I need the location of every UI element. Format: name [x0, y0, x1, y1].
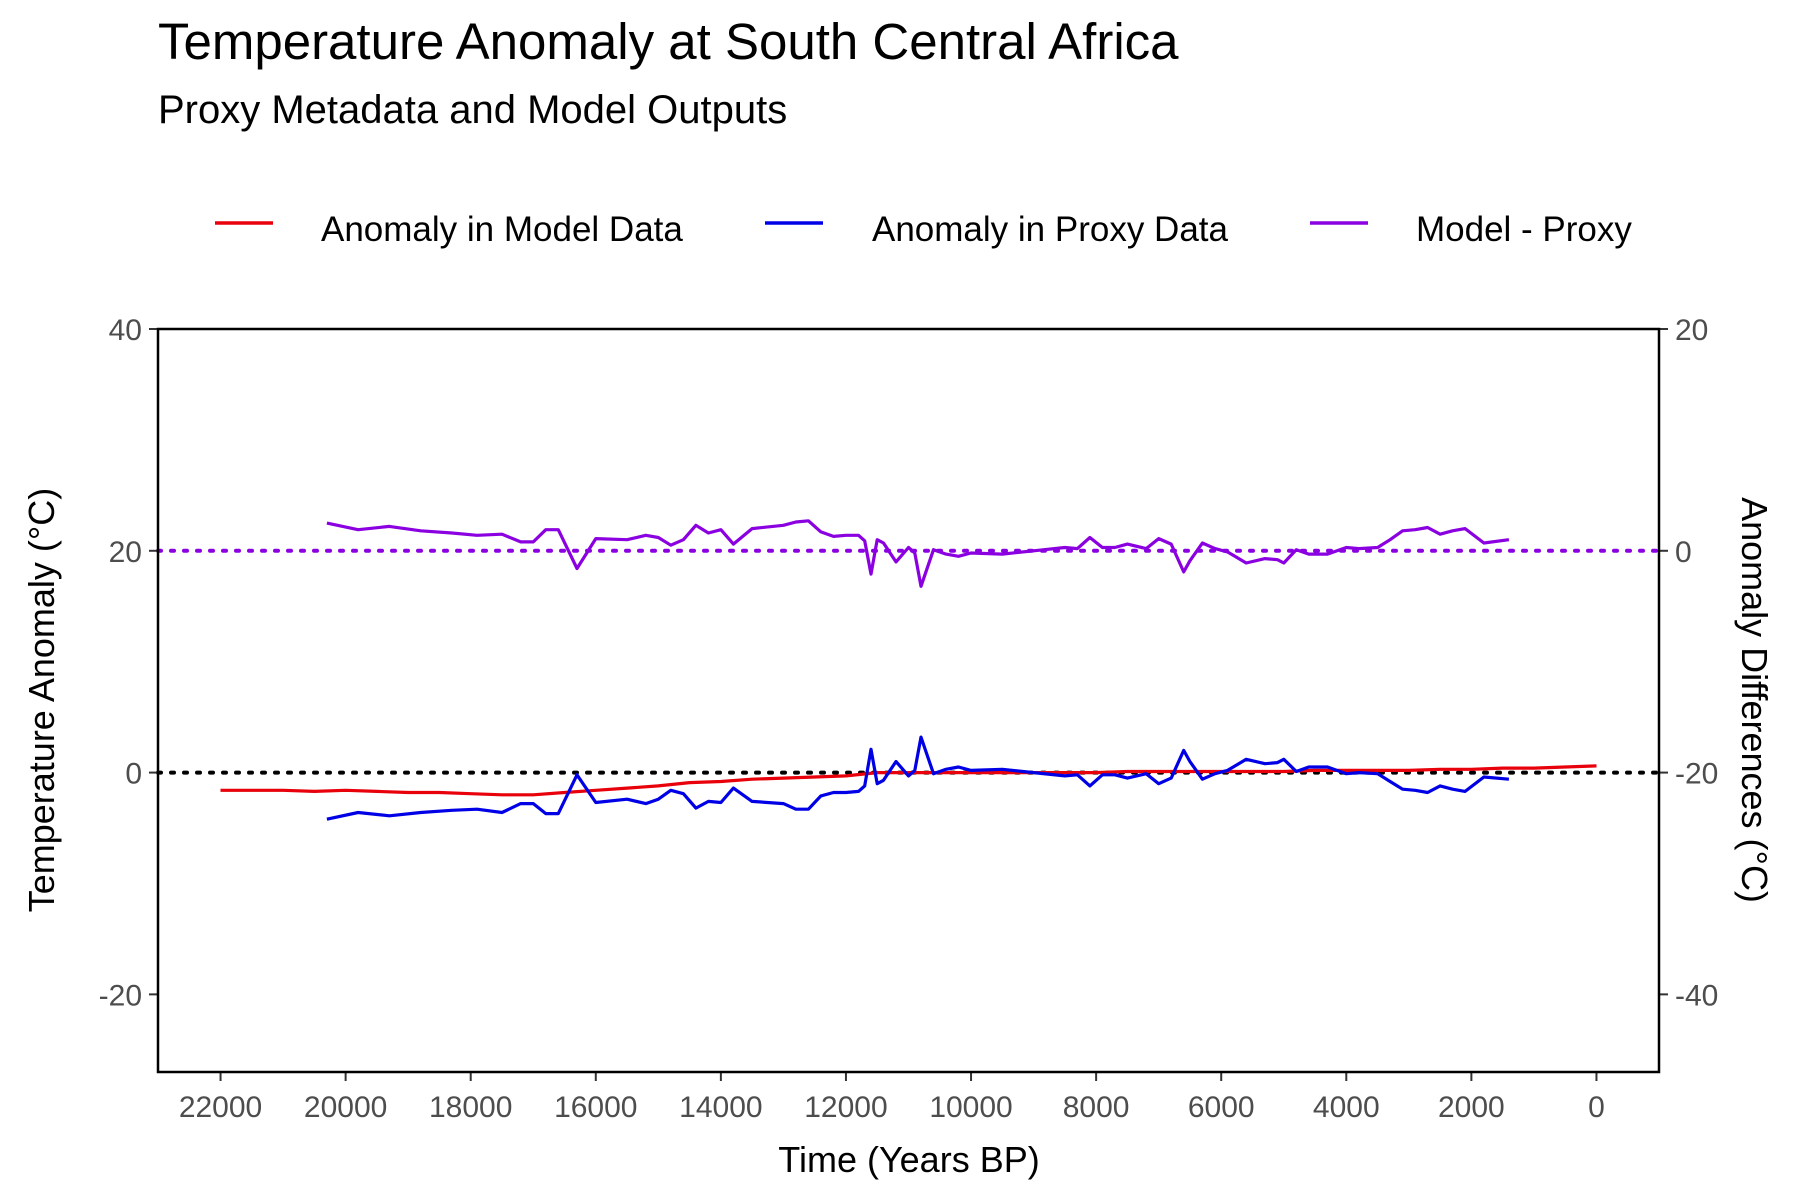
x-tick-label: 6000	[1188, 1091, 1255, 1124]
x-tick-label: 2000	[1438, 1091, 1505, 1124]
y2-tick-label: -40	[1675, 979, 1718, 1012]
chart-title: Temperature Anomaly at South Central Afr…	[158, 13, 1179, 70]
y-axis-title: Temperature Anomaly (°C)	[21, 488, 62, 913]
x-tick-label: 12000	[804, 1091, 887, 1124]
x-tick-label: 4000	[1313, 1091, 1380, 1124]
x-tick-label: 0	[1588, 1091, 1605, 1124]
series-line-2	[326, 519, 1510, 588]
y-tick-label: 0	[125, 758, 142, 791]
series-lines	[220, 519, 1597, 821]
legend-label-2: Model - Proxy	[1416, 210, 1632, 249]
y2-tick-label: 0	[1675, 536, 1692, 569]
series-line-1	[326, 735, 1510, 821]
series-line-0	[220, 764, 1597, 797]
legend: Anomaly in Model Data Anomaly in Proxy Da…	[215, 210, 1632, 249]
x-tick-label: 10000	[929, 1091, 1012, 1124]
plot-panel-border	[156, 327, 1661, 1074]
x-tick-label: 16000	[554, 1091, 637, 1124]
y2-axis-title: Anomaly Differences (°C)	[1734, 497, 1775, 903]
x-tick-label: 20000	[304, 1091, 387, 1124]
legend-label-1: Anomaly in Proxy Data	[872, 210, 1229, 249]
x-tick-label: 8000	[1063, 1091, 1130, 1124]
y2-tick-label: 20	[1675, 314, 1708, 347]
x-tick-label: 14000	[679, 1091, 762, 1124]
y2-tick-label: -20	[1675, 758, 1718, 791]
y-tick-label: -20	[99, 979, 142, 1012]
y-tick-label: 40	[109, 314, 142, 347]
reference-lines	[156, 548, 1661, 775]
x-tick-label: 18000	[429, 1091, 512, 1124]
y-tick-label: 20	[109, 536, 142, 569]
axes: 22000 20000 18000 16000 14000 12000 10000 8000 6…	[99, 314, 1719, 1124]
x-axis-title: Time (Years BP)	[778, 1139, 1039, 1180]
x-tick-label: 22000	[179, 1091, 262, 1124]
chart-subtitle: Proxy Metadata and Model Outputs	[158, 88, 788, 132]
legend-label-0: Anomaly in Model Data	[321, 210, 683, 249]
